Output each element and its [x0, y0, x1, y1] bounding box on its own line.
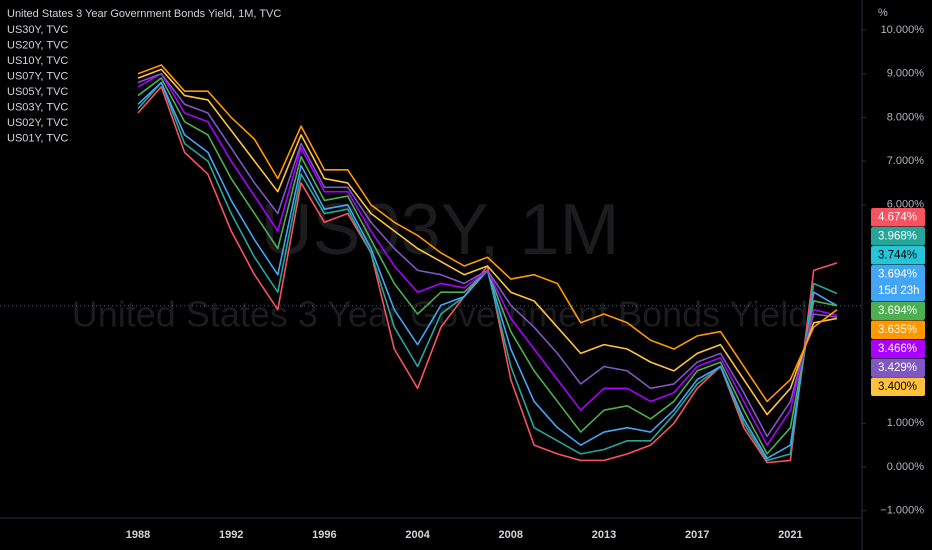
legend-entry: US01Y, TVC — [7, 132, 68, 144]
legend-entry: US05Y, TVC — [7, 86, 68, 98]
chart-title: United States 3 Year Government Bonds Yi… — [7, 8, 281, 20]
y-tick-label: 6.000% — [887, 199, 925, 211]
x-tick-label: 2017 — [685, 529, 709, 541]
x-tick-label: 1996 — [312, 529, 336, 541]
price-tag — [871, 301, 925, 320]
legend-entry: US30Y, TVC — [7, 24, 68, 36]
y-tick-label: 7.000% — [887, 155, 925, 167]
x-tick-label: 2004 — [405, 529, 430, 541]
legend-entry: US10Y, TVC — [7, 55, 68, 67]
y-unit: % — [878, 7, 888, 19]
series-line — [137, 72, 838, 438]
y-tick-label: 0.000% — [887, 461, 925, 473]
price-tag — [871, 208, 925, 227]
price-tag — [871, 265, 925, 301]
x-tick-label: 1992 — [219, 529, 243, 541]
price-tag-label: 3.744% — [878, 250, 917, 262]
y-tick-label: 1.000% — [887, 417, 925, 429]
legend-entry: US02Y, TVC — [7, 117, 68, 129]
y-tick-label: 10.000% — [881, 24, 925, 36]
x-tick-label: 2013 — [592, 529, 616, 541]
price-tag-sublabel: 15d 23h — [878, 285, 920, 297]
price-tag-label: 3.635% — [878, 324, 917, 336]
price-tag — [871, 246, 925, 265]
series-line — [137, 68, 838, 416]
price-tag — [871, 227, 925, 246]
y-tick-label: −1.000% — [880, 505, 924, 517]
price-tag — [871, 358, 925, 377]
y-tick-label: 9.000% — [887, 68, 925, 80]
price-tag-label: 4.674% — [878, 212, 917, 224]
y-tick-label: 8.000% — [887, 111, 925, 123]
legend-entry: US07Y, TVC — [7, 70, 68, 82]
price-tag — [871, 339, 925, 358]
watermark: US03Y, 1M — [261, 190, 620, 270]
price-tag-label: 3.466% — [878, 343, 917, 355]
x-tick-label: 2021 — [778, 529, 802, 541]
price-tag — [871, 377, 925, 396]
x-tick-label: 1988 — [126, 529, 150, 541]
legend-entry: US20Y, TVC — [7, 39, 68, 51]
price-tag — [871, 320, 925, 339]
price-tag-label: 3.400% — [878, 381, 917, 393]
price-tag-label: 3.694% — [878, 269, 917, 281]
price-tag-label: 3.694% — [878, 305, 917, 317]
price-tag-label: 3.429% — [878, 362, 917, 374]
series-line — [137, 64, 838, 403]
price-tag-label: 3.968% — [878, 231, 917, 243]
x-tick-label: 2008 — [499, 529, 523, 541]
legend-entry: US03Y, TVC — [7, 101, 68, 113]
